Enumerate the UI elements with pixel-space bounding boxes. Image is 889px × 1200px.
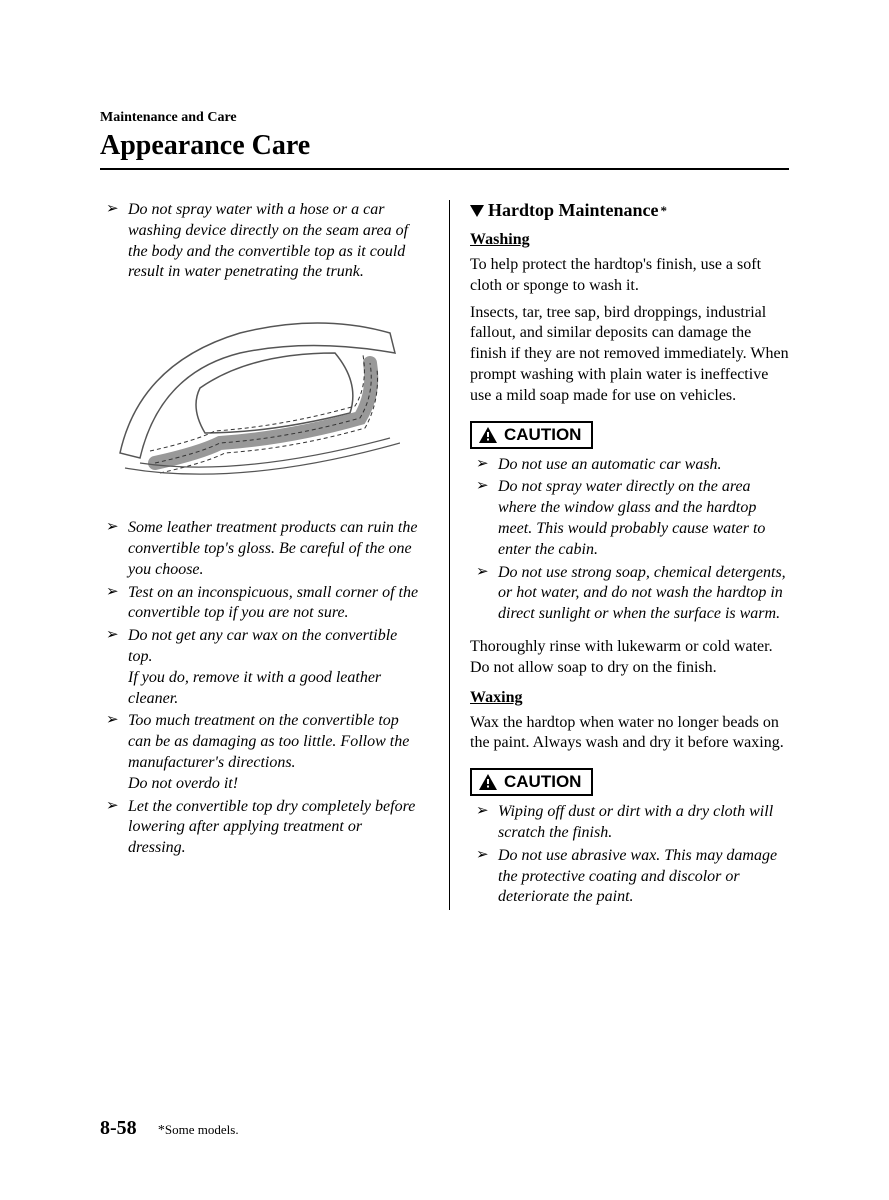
triangle-down-icon (470, 205, 484, 217)
caution-label: CAUTION (504, 425, 581, 445)
list-item: Do not spray water with a hose or a car … (128, 200, 419, 283)
page-number: 8-58 (100, 1117, 137, 1139)
right-column: Hardtop Maintenance * Washing To help pr… (449, 200, 789, 910)
left-bullets-2: Some leather treatment products can ruin… (100, 518, 419, 859)
washing-heading: Washing (470, 231, 789, 249)
chapter-label: Maintenance and Care (100, 110, 789, 126)
footnote-text: Some models. (165, 1122, 239, 1137)
washing-text-2: Insects, tar, tree sap, bird droppings, … (470, 303, 789, 407)
washing-text-1: To help protect the hardtop's finish, us… (470, 255, 789, 297)
list-item: Do not use abrasive wax. This may damage… (498, 846, 789, 908)
section-title-text: Hardtop Maintenance (488, 200, 659, 221)
list-item: Do not use an automatic car wash. (498, 455, 789, 476)
caution-1-list: Do not use an automatic car wash. Do not… (470, 455, 789, 625)
convertible-diagram (110, 293, 419, 498)
page-title: Appearance Care (100, 130, 789, 162)
hardtop-section-title: Hardtop Maintenance * (470, 200, 789, 221)
left-column: Do not spray water with a hose or a car … (100, 200, 429, 910)
list-item: Some leather treatment products can ruin… (128, 518, 419, 580)
left-bullets-1: Do not spray water with a hose or a car … (100, 200, 419, 283)
page-footer: 8-58 *Some models. (100, 1117, 239, 1140)
caution-label: CAUTION (504, 772, 581, 792)
washing-text-3: Thoroughly rinse with lukewarm or cold w… (470, 637, 789, 679)
caution-box-1: CAUTION (470, 421, 593, 449)
list-item: Do not use strong soap, chemical deterge… (498, 563, 789, 625)
waxing-heading: Waxing (470, 689, 789, 707)
caution-box-2: CAUTION (470, 768, 593, 796)
list-item: Do not spray water directly on the area … (498, 477, 789, 560)
list-item: Wiping off dust or dirt with a dry cloth… (498, 802, 789, 844)
list-item: Let the convertible top dry completely b… (128, 797, 419, 859)
warning-icon (478, 426, 498, 444)
warning-icon (478, 773, 498, 791)
footnote-asterisk: * (158, 1123, 165, 1138)
waxing-text: Wax the hardtop when water no longer bea… (470, 713, 789, 755)
caution-2-list: Wiping off dust or dirt with a dry cloth… (470, 802, 789, 908)
list-item: Too much treatment on the convertible to… (128, 711, 419, 794)
content-columns: Do not spray water with a hose or a car … (100, 200, 789, 910)
asterisk-icon: * (661, 203, 668, 219)
list-item: Do not get any car wax on the convertibl… (128, 626, 419, 709)
list-item: Test on an inconspicuous, small corner o… (128, 583, 419, 625)
header-rule (100, 168, 789, 170)
